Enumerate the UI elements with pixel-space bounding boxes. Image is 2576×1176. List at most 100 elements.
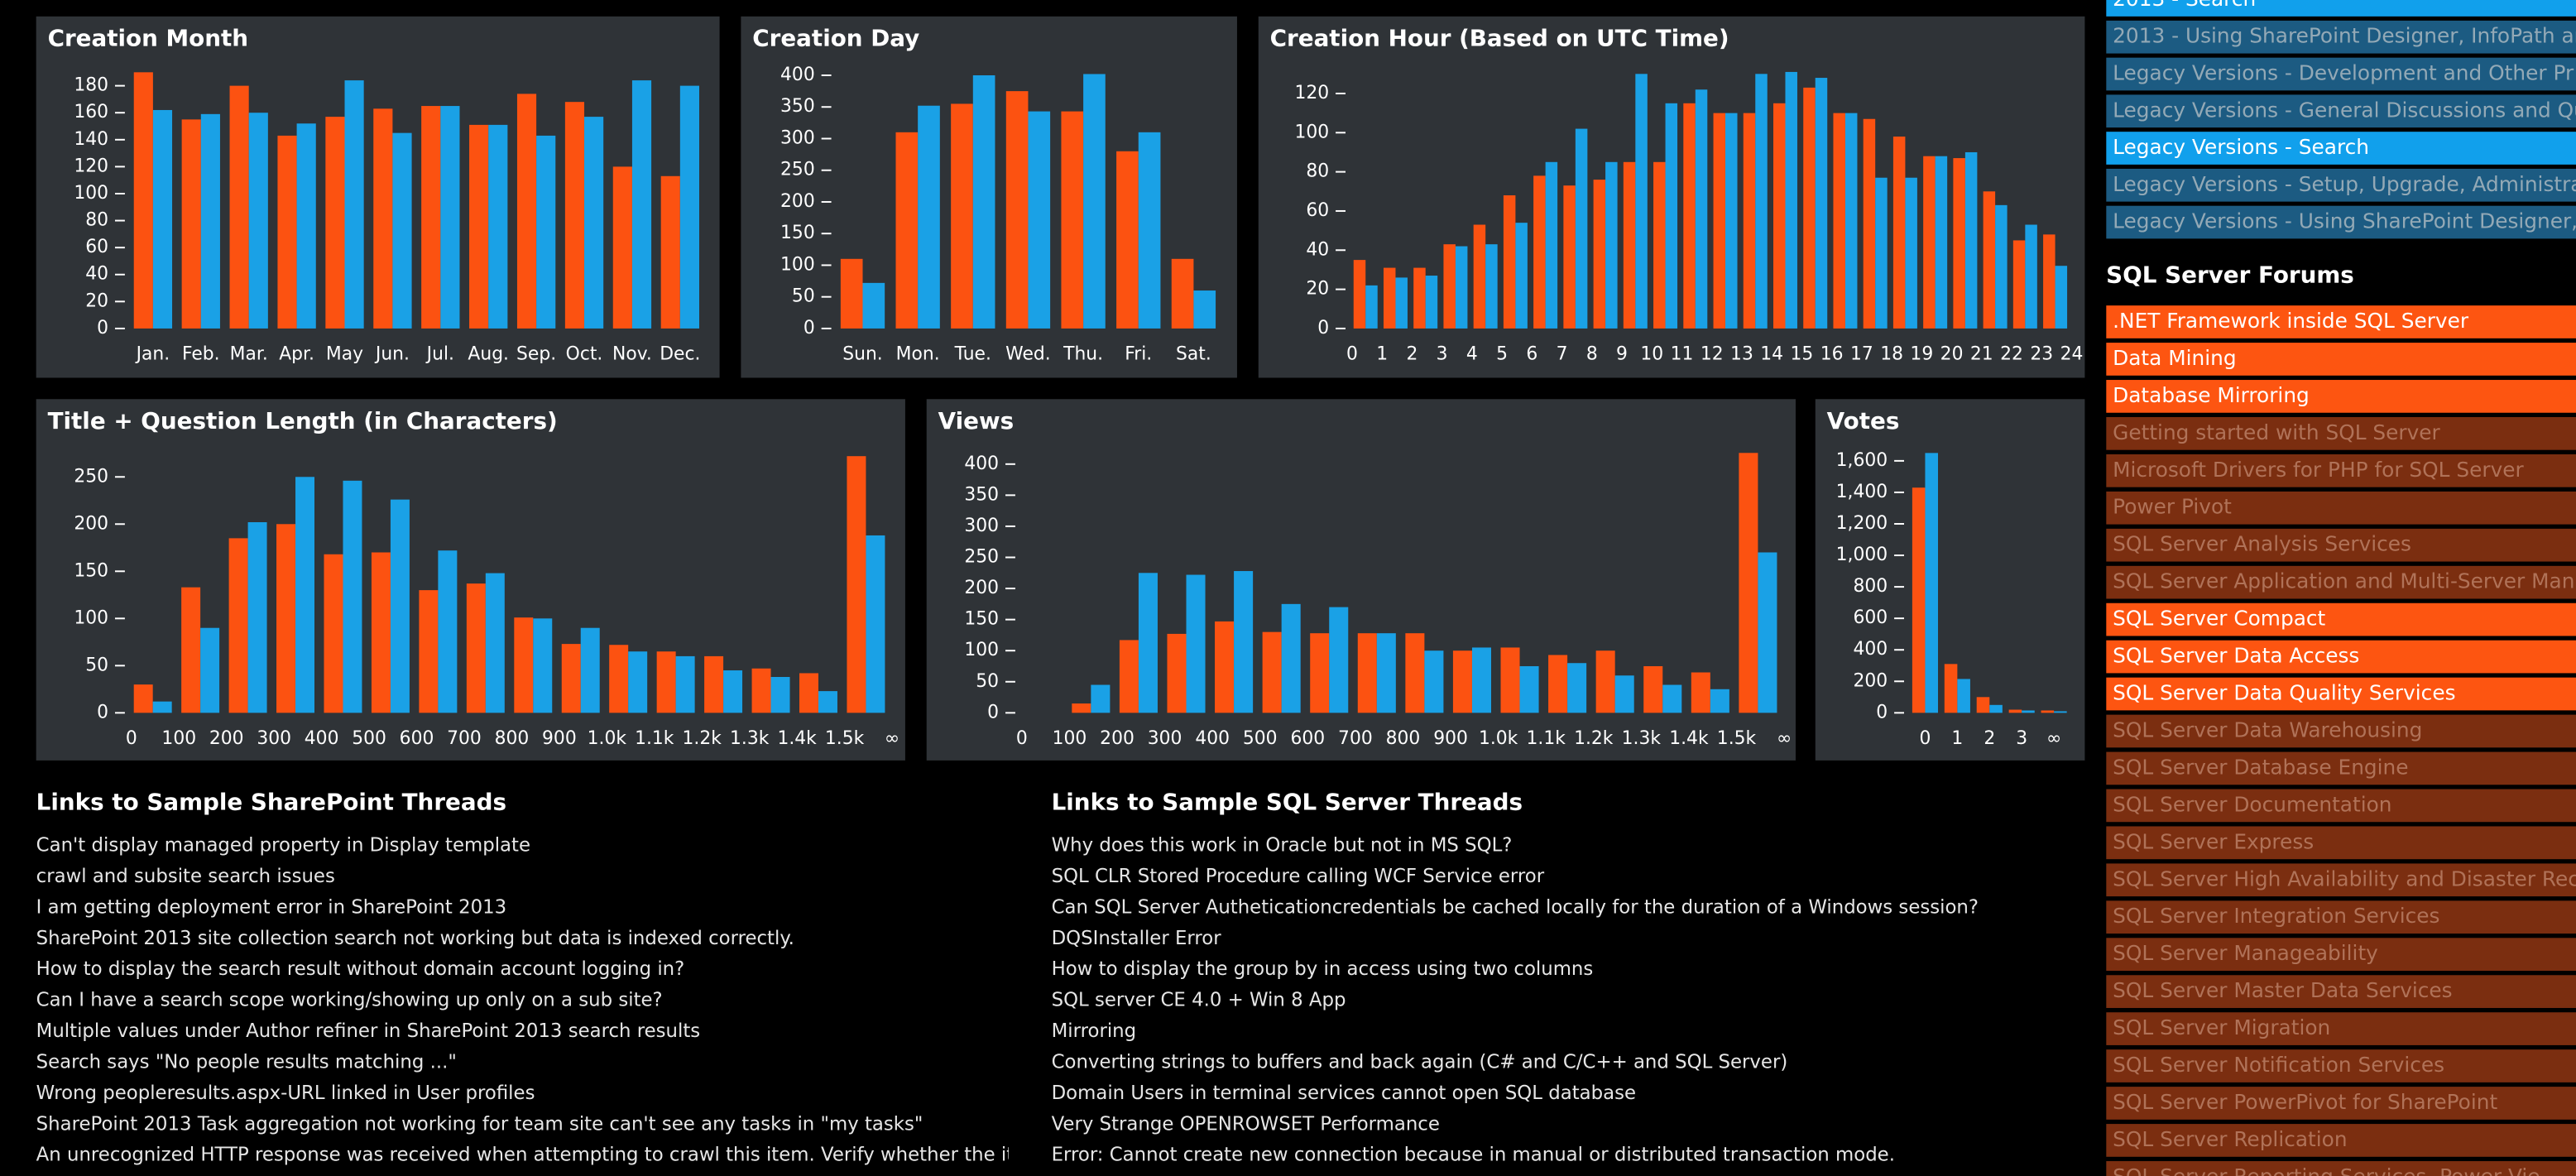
x-tick-label: Sat. — [1176, 344, 1211, 365]
bar — [818, 691, 837, 713]
forum-item[interactable]: SQL Server Compact — [2113, 607, 2325, 631]
forum-item[interactable]: SQL Server Application and Multi-Server … — [2113, 569, 2574, 593]
thread-link[interactable]: Error: Cannot create new connection beca… — [1052, 1145, 1895, 1166]
forum-item[interactable]: SQL Server Master Data Services — [2113, 978, 2452, 1002]
forum-item-background[interactable] — [2106, 677, 2576, 711]
forum-item-background[interactable] — [2106, 789, 2576, 823]
bar — [371, 552, 391, 713]
thread-link[interactable]: DQSInstaller Error — [1052, 928, 1222, 949]
forum-item[interactable]: 2013 - Using SharePoint Designer, InfoPa… — [2113, 24, 2576, 48]
forum-item-background[interactable] — [2106, 454, 2576, 487]
forum-item[interactable]: SQL Server Replication — [2113, 1127, 2347, 1151]
thread-link[interactable]: SharePoint 2013 site collection search n… — [36, 928, 794, 949]
forum-item-background[interactable] — [2106, 343, 2576, 376]
x-tick-label: 5 — [1496, 344, 1508, 365]
forum-item-background[interactable] — [2106, 528, 2576, 562]
y-tick-label: 200 — [74, 513, 108, 534]
forum-item[interactable]: SQL Server Migration — [2113, 1015, 2330, 1039]
forum-item[interactable]: SQL Server High Availability and Disaste… — [2113, 866, 2576, 890]
thread-link[interactable]: Mirroring — [1052, 1020, 1137, 1042]
forum-item[interactable]: SQL Server Reporting Services, Power Vie — [2113, 1164, 2540, 1176]
forum-item-background[interactable] — [2106, 975, 2576, 1008]
thread-link[interactable]: I am getting deployment error in SharePo… — [36, 896, 506, 918]
thread-link[interactable]: Wrong peopleresults.aspx-URL linked in U… — [36, 1082, 535, 1104]
forum-item-background[interactable] — [2106, 938, 2576, 972]
forum-item-background[interactable] — [2106, 94, 2576, 128]
forum-item-background[interactable] — [2106, 20, 2576, 54]
forum-item-background[interactable] — [2106, 863, 2576, 897]
forum-item[interactable]: Legacy Versions - Search — [2113, 135, 2369, 159]
thread-link[interactable]: crawl and subsite search issues — [36, 866, 335, 887]
forum-item-background[interactable] — [2106, 751, 2576, 785]
forum-item[interactable]: SQL Server Express — [2113, 829, 2314, 853]
forum-item[interactable]: SQL Server Data Quality Services — [2113, 681, 2455, 705]
thread-link[interactable]: SQL server CE 4.0 + Win 8 App — [1052, 990, 1346, 1011]
thread-link[interactable]: Can I have a search scope working/showin… — [36, 990, 663, 1011]
forum-item-background[interactable] — [2106, 57, 2576, 91]
x-tick-label: 600 — [1290, 728, 1325, 749]
thread-link[interactable]: Converting strings to buffers and back a… — [1052, 1051, 1788, 1073]
forum-item[interactable]: SQL Server Integration Services — [2113, 904, 2439, 928]
thread-link[interactable]: Why does this work in Oracle but not in … — [1052, 835, 1513, 857]
thread-link[interactable]: Can SQL Server Autheticationcredentials … — [1052, 896, 1979, 918]
forum-item[interactable]: 2013 - Search — [2113, 0, 2256, 11]
forum-item-background[interactable] — [2106, 168, 2576, 202]
x-tick-label: ∞ — [885, 728, 899, 749]
forum-item-background[interactable] — [2106, 565, 2576, 599]
bar — [1935, 156, 1948, 329]
forum-item[interactable]: SQL Server Notification Services — [2113, 1053, 2444, 1077]
y-tick-label: 250 — [964, 547, 999, 568]
forum-item[interactable]: SQL Server Documentation — [2113, 792, 2391, 816]
forum-item[interactable]: Legacy Versions - Setup, Upgrade, Admini… — [2113, 172, 2576, 196]
forum-item[interactable]: Power Pivot — [2113, 495, 2232, 519]
y-tick-label: 400 — [964, 454, 999, 474]
thread-link[interactable]: An unrecognized HTTP response was receiv… — [36, 1145, 1015, 1166]
forum-item[interactable]: Data Mining — [2113, 346, 2236, 370]
bar — [609, 645, 629, 713]
bar — [2054, 711, 2067, 713]
forum-item-background[interactable] — [2106, 305, 2576, 338]
forum-item[interactable]: SQL Server Analysis Services — [2113, 532, 2411, 556]
forum-item[interactable]: Legacy Versions - Using SharePoint Desig… — [2113, 209, 2576, 233]
forum-item-background[interactable] — [2106, 602, 2576, 636]
thread-link[interactable]: How to display the group by in access us… — [1052, 958, 1594, 980]
x-tick-label: Nov. — [612, 344, 652, 365]
thread-link[interactable]: Multiple values under Author refiner in … — [36, 1020, 701, 1042]
forum-item[interactable]: Microsoft Drivers for PHP for SQL Server — [2113, 458, 2524, 482]
thread-link[interactable]: How to display the search result without… — [36, 958, 685, 980]
forum-item[interactable]: SQL Server PowerPivot for SharePoint — [2113, 1090, 2497, 1114]
forum-item[interactable]: SQL Server Manageability — [2113, 941, 2378, 965]
thread-link[interactable]: Search says "No people results matching … — [36, 1051, 457, 1073]
forum-item[interactable]: .NET Framework inside SQL Server — [2113, 309, 2469, 333]
thread-link[interactable]: Can't display managed property in Displa… — [36, 835, 530, 857]
thread-link[interactable]: SQL CLR Stored Procedure calling WCF Ser… — [1052, 866, 1545, 887]
forum-item-background[interactable] — [2106, 1124, 2576, 1157]
bar — [133, 684, 153, 713]
forum-item-background[interactable] — [2106, 1012, 2576, 1045]
forum-item[interactable]: SQL Server Database Engine — [2113, 755, 2408, 779]
forum-item-background[interactable] — [2106, 640, 2576, 674]
forum-item-background[interactable] — [2106, 132, 2576, 165]
forum-item[interactable]: SQL Server Data Access — [2113, 644, 2359, 668]
thread-link[interactable]: Very Strange OPENROWSET Performance — [1052, 1113, 1440, 1135]
forum-item-background[interactable] — [2106, 1049, 2576, 1082]
forum-item[interactable]: Getting started with SQL Server — [2113, 420, 2440, 444]
forum-item[interactable]: Legacy Versions - General Discussions an… — [2113, 98, 2576, 122]
forum-item-background[interactable] — [2106, 491, 2576, 525]
x-tick-label: ∞ — [1777, 728, 1792, 749]
forum-item-background[interactable] — [2106, 416, 2576, 450]
forum-item-background[interactable] — [2106, 205, 2576, 239]
bar — [895, 132, 919, 329]
forum-item-background[interactable] — [2106, 826, 2576, 860]
forum-item-background[interactable] — [2106, 380, 2576, 413]
forum-item[interactable]: SQL Server Data Warehousing — [2113, 718, 2422, 742]
forum-item-background[interactable] — [2106, 900, 2576, 934]
forum-item[interactable]: Legacy Versions - Development and Other … — [2113, 61, 2574, 85]
forum-item[interactable]: Database Mirroring — [2113, 383, 2310, 407]
forum-item-background[interactable] — [2106, 1087, 2576, 1120]
forum-item-background[interactable] — [2106, 1161, 2576, 1176]
forum-item-background[interactable] — [2106, 0, 2576, 17]
forum-item-background[interactable] — [2106, 714, 2576, 748]
thread-link[interactable]: SharePoint 2013 Task aggregation not wor… — [36, 1113, 923, 1135]
thread-link[interactable]: Domain Users in terminal services cannot… — [1052, 1082, 1636, 1104]
